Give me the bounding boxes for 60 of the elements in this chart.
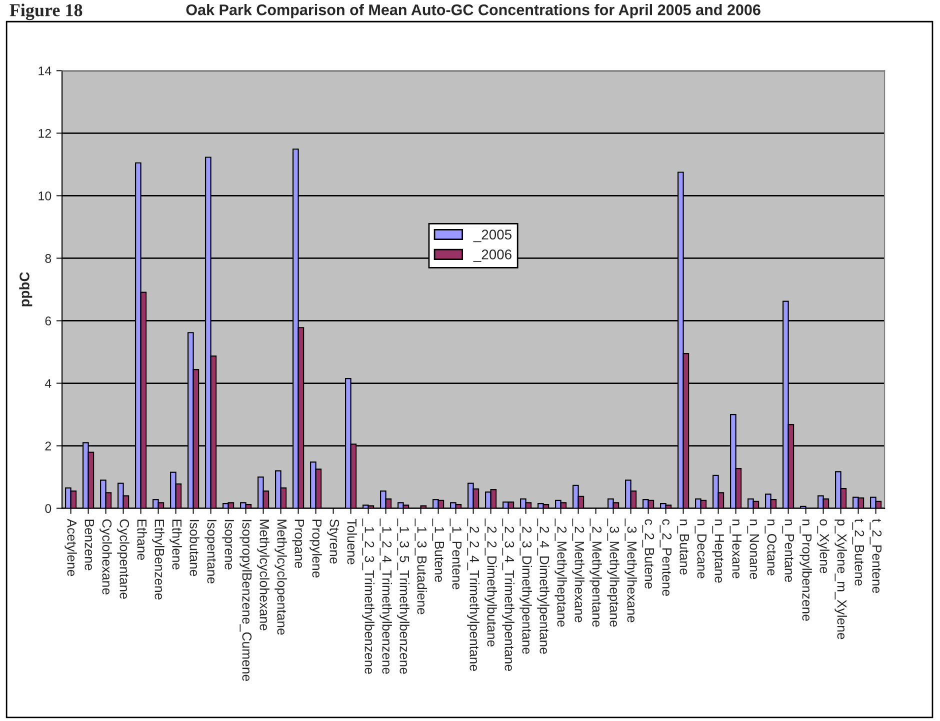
x-tick-label: Cyclohexane [100, 519, 112, 594]
x-tick-label: n_Propylbenzene [800, 520, 812, 621]
x-tick-label: Toluene [347, 519, 357, 564]
x-tick-label: _2_3_Dimethylpentane [520, 518, 532, 654]
x-tick-label: Benzene [84, 520, 94, 570]
x-tick-label: Methylcyclohexane [257, 520, 270, 630]
x-tick-label: _1_Pentene [450, 518, 462, 590]
y-axis-title: ppbC [19, 272, 32, 306]
x-tick-label: t_2_Pentene [870, 518, 882, 593]
x-tick-label: _2_Methylhexane [572, 518, 584, 622]
x-tick-label: _1_Butene [432, 518, 444, 582]
x-tick-label: Isoprene [222, 520, 234, 570]
x-tick-label: _2_2_4_Trimethylpentane [467, 518, 480, 671]
x-tick-label: Propane [292, 520, 304, 568]
x-tick-label: _3_Methylheptane [607, 518, 620, 627]
x-tick-label: c_2_Butene [642, 519, 654, 589]
x-tick-label: _2_Methylheptane [554, 518, 567, 627]
x-tick-label: Acetylene [64, 518, 77, 576]
legend-label: _2005 [473, 230, 512, 242]
x-tick-label: n_Octane [764, 520, 777, 576]
x-tick-label: _1_3_5_Trimethylbenzene [397, 518, 410, 674]
x-tick-label: IsopropylBenzene_Cumene [240, 520, 252, 681]
x-tick-label: Cyclopentane [117, 519, 130, 599]
x-tick-label: Methylcyclopentane [274, 520, 287, 635]
x-tick-label: n_Nonane [747, 520, 759, 580]
x-tick-label: o_Xylene [817, 519, 830, 574]
x-tick-label: n_Decane [694, 520, 706, 578]
x-tick-label: _2_2_Dimethylbutane [484, 518, 497, 647]
y-tick-label: 14 [38, 66, 52, 76]
x-tick-label: _1_3_Butadiene [414, 518, 427, 614]
x-tick-label: Ethane [137, 520, 147, 560]
y-tick-label: 10 [38, 192, 52, 200]
x-tick-label: c_2_Pentene [660, 519, 672, 596]
y-tick-label: 2 [45, 442, 51, 450]
x-tick-label: EthylBenzene [152, 520, 164, 600]
x-tick-label: n_Pentane [782, 520, 794, 582]
x-tick-label: p_Xylene_m_Xylene [834, 520, 847, 640]
y-tick-label: 4 [44, 379, 52, 388]
x-tick-label: n_Butane [677, 520, 689, 575]
x-tick-label: Ethylene [170, 520, 182, 570]
caption: Figure 18 [10, 4, 82, 20]
x-tick-label: Isobutane [190, 520, 200, 576]
x-tick-label: _1_2_4_Trimethylbenzene [380, 518, 392, 674]
x-tick-label: _1_2_3_Trimethylbenzene [362, 518, 374, 674]
x-tick-label: t_2_Butene [852, 518, 864, 586]
y-tick-label: 12 [38, 128, 51, 138]
chart-title: Oak Park Comparison of Mean Auto-GC Concentrations for April 2005 and 2006 [186, 4, 760, 18]
x-tick-label: _2_4_Dimethylpentane [537, 518, 550, 654]
y-tick-label: 6 [45, 316, 52, 326]
y-tick-label: 0 [45, 504, 52, 513]
x-tick-label: Propylene [310, 520, 322, 578]
x-tick-label: Isopentane [204, 520, 216, 584]
x-tick-label: Styrene [327, 519, 340, 564]
x-tick-label: n_Hexane [730, 520, 742, 578]
legend-label: _2006 [473, 250, 512, 262]
x-tick-label: _2_3_4_Trimethylpentane [502, 518, 514, 671]
y-tick-label: 8 [45, 254, 52, 263]
x-tick-label: _2_Methylpentane [590, 518, 602, 627]
x-tick-label: n_Heptane [712, 520, 724, 583]
x-tick-label: _3_Methylhexane [624, 518, 637, 622]
